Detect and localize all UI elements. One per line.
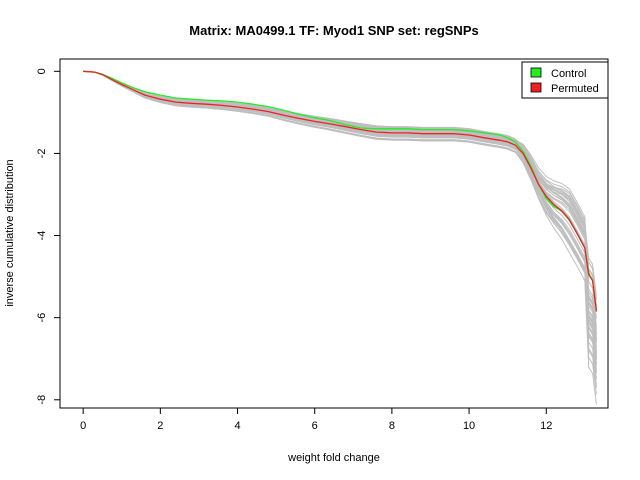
y-tick-label: 0: [36, 68, 48, 74]
permutation-run-line: [83, 70, 597, 357]
permutation-run-line: [83, 70, 597, 327]
legend: Control Permuted: [521, 61, 609, 99]
y-tick-label: -2: [36, 149, 48, 159]
x-tick-label: 4: [234, 420, 240, 432]
series-line-permuted: [83, 70, 598, 312]
permutation-run-line: [83, 70, 597, 353]
y-tick-label: -4: [36, 231, 48, 241]
x-tick-label: 8: [389, 420, 395, 432]
permutation-run-line: [83, 70, 597, 333]
permutation-run-line: [83, 70, 597, 306]
legend-label-control: Control: [551, 68, 586, 80]
permutation-run-line: [83, 70, 597, 374]
permutation-run-line: [83, 70, 597, 364]
permutation-run-line: [83, 70, 597, 334]
y-tick-label: -8: [36, 395, 48, 405]
permutation-run-line: [83, 70, 597, 307]
series-line-control: [83, 70, 598, 310]
x-tick-label: 10: [463, 420, 475, 432]
permutation-run-line: [83, 70, 597, 340]
permutation-run-line: [83, 70, 597, 388]
permutation-run-line: [83, 70, 597, 319]
y-tick-label: -6: [36, 313, 48, 323]
permutation-run-line: [83, 70, 597, 341]
permutation-run-line: [83, 70, 597, 354]
x-tick-label: 2: [157, 420, 163, 432]
permutation-run-line: [83, 70, 597, 372]
permutation-run-line: [83, 70, 597, 380]
permutation-run-line: [83, 70, 597, 357]
series-lines: [83, 70, 598, 312]
permutation-run-line: [83, 70, 597, 349]
plot-frame: [59, 58, 609, 409]
legend-swatch-permuted: [530, 82, 542, 93]
permutation-run-line: [83, 70, 597, 311]
permutation-run-line: [83, 70, 597, 354]
y-axis: 0 -2 -4 -6 -8: [36, 68, 60, 405]
legend-label-permuted: Permuted: [551, 83, 599, 95]
permutation-run-line: [83, 70, 597, 300]
permutation-run-line: [83, 70, 597, 359]
permutation-run-line: [83, 70, 597, 341]
permutation-run-line: [83, 70, 597, 366]
permutation-run-line: [83, 70, 597, 296]
x-tick-label: 6: [312, 420, 318, 432]
permutation-run-line: [83, 70, 597, 386]
permutation-runs: [83, 70, 597, 405]
permutation-run-line: [83, 70, 597, 336]
x-axis: 0 2 4 6 8 10 12: [80, 408, 552, 432]
x-axis-label: weight fold change: [287, 452, 380, 464]
permutation-run-line: [83, 70, 597, 352]
x-tick-label: 12: [540, 420, 552, 432]
permutation-run-line: [83, 70, 597, 370]
permutation-run-line: [83, 70, 597, 330]
permutation-run-line: [83, 70, 597, 344]
permutation-run-line: [83, 70, 597, 339]
permutation-run-line: [83, 70, 597, 300]
permutation-run-line: [83, 70, 597, 359]
y-axis-label: inverse cumulative distribution: [4, 159, 16, 306]
permutation-run-line: [83, 70, 597, 348]
x-tick-label: 0: [80, 420, 86, 432]
chart-title: Matrix: MA0499.1 TF: Myod1 SNP set: regS…: [189, 23, 478, 38]
permutation-run-line: [83, 70, 597, 360]
permutation-run-line: [83, 70, 597, 336]
legend-swatch-control: [530, 67, 542, 78]
permutation-run-line: [83, 70, 597, 364]
